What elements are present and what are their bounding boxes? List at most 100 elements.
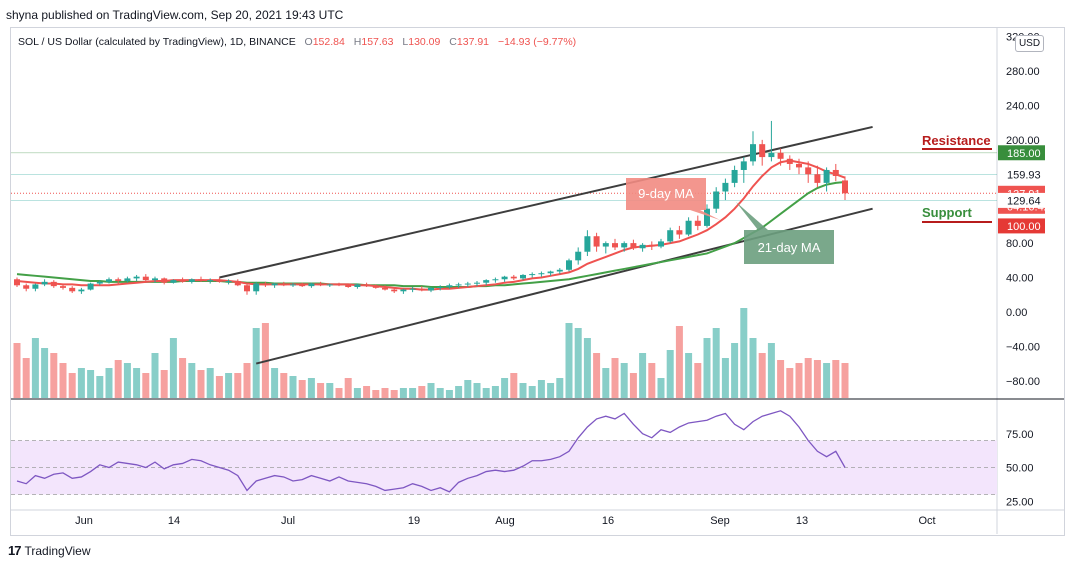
volume-bar <box>289 376 297 398</box>
volume-bar <box>455 386 463 398</box>
support-label: Support <box>922 205 972 220</box>
volume-bar <box>565 323 573 398</box>
symbol-legend: SOL / US Dollar (calculated by TradingVi… <box>18 36 582 48</box>
volume-bar <box>510 373 518 398</box>
candle-body <box>345 285 352 287</box>
candle-body <box>161 278 168 283</box>
candle-body <box>612 243 618 248</box>
price-tick-label: 280.00 <box>1006 66 1040 78</box>
candle-body <box>198 279 204 281</box>
resistance-badge-text: 185.00 <box>1007 148 1041 160</box>
ma21-callout-shape <box>736 202 834 264</box>
candle-body <box>602 243 609 247</box>
volume-bar <box>786 368 794 398</box>
candle-body <box>280 283 287 286</box>
time-tick-label: Oct <box>918 515 935 527</box>
volume-bar <box>234 373 242 398</box>
volume-bar <box>629 373 637 398</box>
volume-bar <box>133 368 141 398</box>
volume-bar <box>823 363 831 398</box>
volume-bar <box>298 380 306 398</box>
footer-brand[interactable]: 17 TradingView <box>8 543 91 558</box>
volume-bar <box>418 386 426 398</box>
candle-body <box>23 285 30 289</box>
ma9-callout-shape <box>626 178 720 220</box>
candle-body <box>78 289 85 292</box>
candle-body <box>759 144 766 158</box>
candle-body <box>290 284 296 286</box>
candle-body <box>676 230 683 235</box>
rsi-tick-label: 75.00 <box>1006 429 1034 441</box>
volume-bar <box>381 388 389 398</box>
volume-bar <box>611 358 619 398</box>
candle-body <box>299 284 306 287</box>
candle-body <box>244 285 250 292</box>
candle-body <box>547 271 554 274</box>
time-tick-label: Jun <box>75 515 93 527</box>
resistance-label: Resistance <box>922 133 991 148</box>
candle-body <box>372 286 379 288</box>
open-value: 152.84 <box>312 36 345 48</box>
currency-button[interactable]: USD <box>1015 35 1044 52</box>
candle-body <box>50 281 57 287</box>
symbol-title: SOL / US Dollar (calculated by TradingVi… <box>18 36 296 48</box>
brand-name: TradingView <box>24 543 91 558</box>
candle-body <box>796 163 802 168</box>
volume-bar <box>777 360 785 398</box>
resistance-badge-bg <box>998 145 1045 161</box>
candle-body <box>464 283 471 285</box>
candle-body <box>60 286 66 288</box>
volume-bar <box>105 368 113 398</box>
candle-body <box>750 144 756 162</box>
candle-body <box>685 220 692 235</box>
volume-bar <box>22 358 30 398</box>
candle-body <box>363 284 370 287</box>
candle-body <box>492 279 499 281</box>
candle-body <box>87 283 94 290</box>
candle-body <box>722 182 729 192</box>
volume-bar <box>758 353 766 398</box>
volume-bar <box>243 363 251 398</box>
volume-bar <box>363 386 371 398</box>
volume-bar <box>620 363 628 398</box>
volume-bar <box>225 373 233 398</box>
close-label: C <box>449 36 457 48</box>
close-value: 137.91 <box>456 36 490 48</box>
candle-body <box>446 285 453 287</box>
volume-bar <box>464 380 472 398</box>
time-tick-label: 14 <box>168 515 180 527</box>
price-tick-label: 200.00 <box>1006 135 1040 147</box>
time-tick-label: Sep <box>710 515 730 527</box>
candle-body <box>400 289 407 292</box>
high-label: H <box>353 36 362 48</box>
price-tick-label: −40.00 <box>1006 341 1040 353</box>
tradingview-logo-icon: 17 <box>8 543 22 558</box>
candle-body <box>308 283 315 287</box>
volume-bar <box>832 360 840 398</box>
volume-bar <box>280 373 288 398</box>
high-value: 157.63 <box>361 36 394 48</box>
price-tick-label: 80.00 <box>1006 238 1034 250</box>
volume-bar <box>519 383 527 398</box>
price-tick-label: 40.00 <box>1006 273 1034 285</box>
candle-body <box>520 274 526 279</box>
volume-bar <box>804 358 812 398</box>
volume-bar <box>556 378 564 398</box>
candle-body <box>418 288 425 291</box>
badge-129-bg <box>998 192 1045 208</box>
candle-body <box>124 278 131 281</box>
volume-bar <box>547 383 555 398</box>
volume-bar <box>767 343 775 398</box>
candle-body <box>704 208 710 226</box>
ma9-line <box>16 159 846 291</box>
volume-bar <box>528 386 536 398</box>
volume-bar <box>602 368 610 398</box>
badge-100-bg <box>998 218 1045 234</box>
change-value: −14.93 (−9.77%) <box>497 36 577 48</box>
candle-body <box>566 260 572 270</box>
ma21-label: 21-day MA <box>758 240 821 255</box>
volume-bar <box>77 368 85 398</box>
candle-body <box>234 280 241 286</box>
volume-bar <box>50 353 58 398</box>
